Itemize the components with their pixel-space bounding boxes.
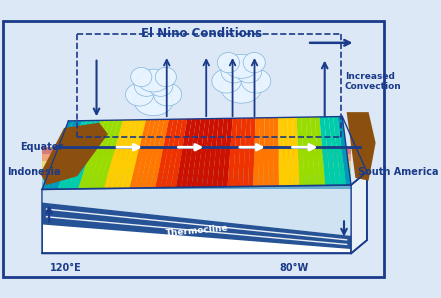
Polygon shape: [42, 175, 351, 182]
Polygon shape: [130, 119, 150, 188]
Polygon shape: [150, 119, 169, 188]
Polygon shape: [42, 185, 351, 253]
Polygon shape: [166, 119, 183, 188]
Polygon shape: [278, 117, 284, 186]
Polygon shape: [140, 119, 160, 188]
Text: Indonesia: Indonesia: [7, 167, 60, 177]
Polygon shape: [68, 120, 96, 189]
Polygon shape: [114, 120, 137, 188]
Polygon shape: [104, 120, 128, 189]
Ellipse shape: [131, 67, 152, 87]
Ellipse shape: [225, 54, 258, 78]
Polygon shape: [217, 118, 228, 187]
Polygon shape: [228, 118, 237, 187]
Polygon shape: [274, 117, 279, 186]
Polygon shape: [319, 117, 330, 185]
Polygon shape: [212, 118, 224, 187]
Ellipse shape: [134, 75, 159, 96]
Polygon shape: [351, 172, 367, 253]
Polygon shape: [42, 168, 351, 175]
Polygon shape: [310, 117, 320, 185]
Polygon shape: [83, 120, 109, 189]
Polygon shape: [42, 182, 351, 189]
Ellipse shape: [138, 69, 169, 92]
Polygon shape: [288, 117, 295, 186]
Polygon shape: [78, 120, 105, 189]
Polygon shape: [99, 120, 123, 189]
Polygon shape: [181, 119, 196, 187]
Polygon shape: [120, 120, 142, 188]
Polygon shape: [253, 118, 260, 186]
Ellipse shape: [236, 61, 262, 83]
Polygon shape: [258, 118, 265, 186]
Polygon shape: [73, 120, 101, 189]
Polygon shape: [283, 117, 289, 186]
Polygon shape: [42, 161, 351, 168]
Ellipse shape: [148, 75, 173, 96]
Polygon shape: [109, 120, 132, 188]
Polygon shape: [202, 119, 214, 187]
Polygon shape: [42, 154, 351, 161]
Polygon shape: [238, 118, 247, 187]
Ellipse shape: [155, 67, 176, 87]
Polygon shape: [333, 117, 346, 185]
Polygon shape: [297, 117, 305, 186]
Polygon shape: [232, 118, 242, 187]
Text: 120°E: 120°E: [50, 263, 82, 273]
Polygon shape: [63, 121, 91, 189]
Polygon shape: [89, 120, 114, 189]
Polygon shape: [338, 117, 351, 185]
Ellipse shape: [134, 88, 173, 116]
Polygon shape: [347, 112, 376, 181]
Polygon shape: [329, 117, 341, 185]
Ellipse shape: [221, 74, 262, 103]
Polygon shape: [191, 119, 206, 187]
Ellipse shape: [243, 52, 265, 73]
Polygon shape: [42, 203, 351, 249]
Polygon shape: [47, 121, 78, 189]
Polygon shape: [135, 119, 155, 188]
Polygon shape: [145, 119, 164, 188]
Polygon shape: [42, 121, 73, 189]
Polygon shape: [41, 123, 108, 185]
Polygon shape: [243, 118, 251, 187]
Polygon shape: [248, 118, 255, 187]
Polygon shape: [324, 117, 336, 185]
Text: South America: South America: [358, 167, 438, 177]
Polygon shape: [292, 117, 299, 186]
Polygon shape: [171, 119, 187, 187]
Text: El Nino Conditions: El Nino Conditions: [141, 27, 262, 40]
Ellipse shape: [212, 69, 241, 93]
Ellipse shape: [217, 52, 239, 73]
Polygon shape: [222, 118, 233, 187]
Polygon shape: [42, 147, 351, 154]
Polygon shape: [124, 120, 146, 188]
Ellipse shape: [241, 69, 271, 93]
Polygon shape: [197, 119, 210, 187]
Polygon shape: [264, 118, 269, 186]
Text: Equator: Equator: [20, 142, 63, 152]
Polygon shape: [306, 117, 315, 186]
Polygon shape: [42, 185, 351, 236]
Text: 80°W: 80°W: [279, 263, 309, 273]
Ellipse shape: [221, 61, 247, 83]
Ellipse shape: [153, 83, 182, 106]
Polygon shape: [52, 121, 82, 189]
Polygon shape: [58, 121, 87, 189]
Polygon shape: [269, 118, 274, 186]
Polygon shape: [93, 120, 119, 189]
Polygon shape: [155, 119, 173, 188]
Text: Thermocline: Thermocline: [166, 224, 229, 238]
Polygon shape: [176, 119, 192, 187]
Ellipse shape: [126, 83, 153, 106]
Polygon shape: [301, 117, 310, 186]
Polygon shape: [186, 119, 201, 187]
Text: Increased
Convection: Increased Convection: [345, 72, 402, 91]
Polygon shape: [315, 117, 325, 185]
Polygon shape: [207, 119, 219, 187]
Polygon shape: [161, 119, 178, 188]
